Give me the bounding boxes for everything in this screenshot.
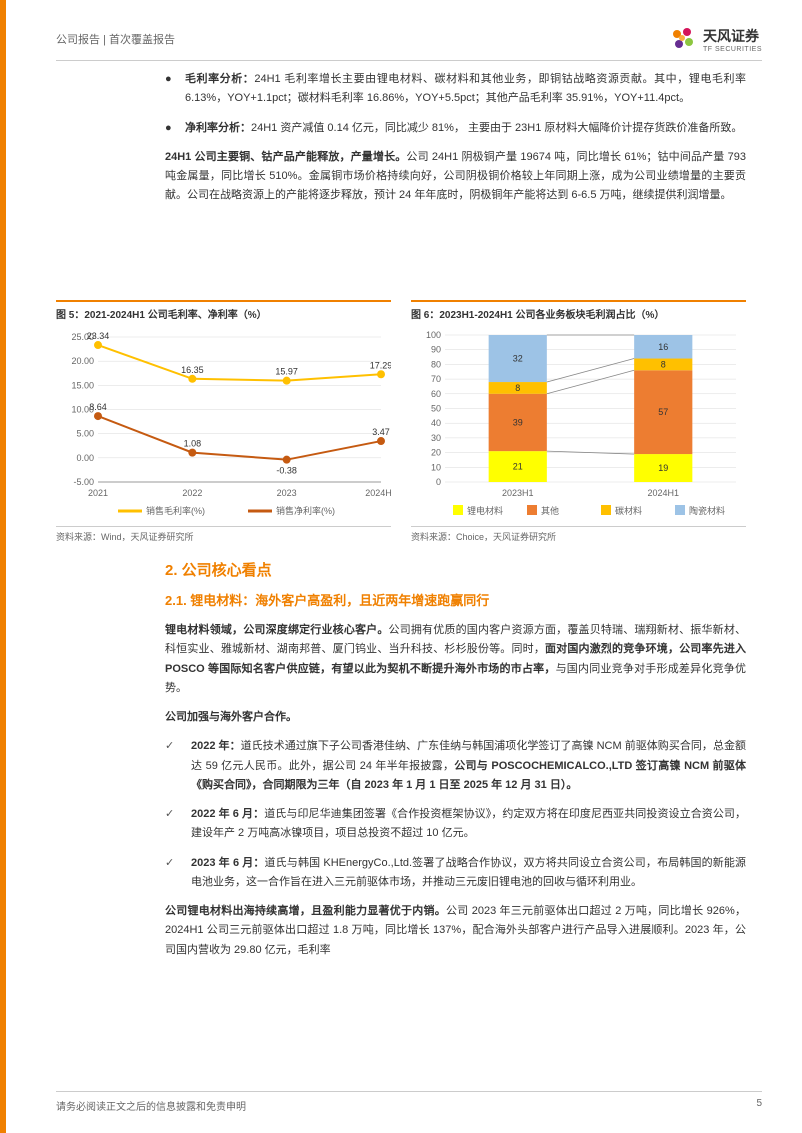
paragraph-binding: 锂电材料领域，公司深度绑定行业核心客户。公司拥有优质的国内客户资源方面，覆盖贝特… bbox=[165, 621, 746, 698]
top-content: ● 毛利率分析：24H1 毛利率增长主要由锂电材料、碳材料和其他业务，即铜钴战略… bbox=[165, 70, 746, 216]
svg-text:20: 20 bbox=[431, 448, 441, 458]
check-2022-06: ✓ 2022 年 6 月：道氏与印尼华迪集团签署《合作投资框架协议》，约定双方将… bbox=[165, 805, 746, 844]
company-logo: 天风证券 TF SECURITIES bbox=[667, 24, 762, 54]
section-2: 2. 公司核心看点 2.1. 锂电材料：海外客户高盈利，且近两年增速跑赢同行 锂… bbox=[165, 558, 746, 970]
svg-text:8.64: 8.64 bbox=[89, 402, 107, 412]
svg-text:10: 10 bbox=[431, 462, 441, 472]
paragraph-overseas: 公司加强与海外客户合作。 bbox=[165, 708, 746, 727]
chart5-area: -5.000.005.0010.0015.0020.0025.002021202… bbox=[56, 327, 391, 522]
check-icon: ✓ bbox=[165, 805, 191, 844]
svg-text:陶瓷材料: 陶瓷材料 bbox=[689, 505, 725, 516]
svg-text:-5.00: -5.00 bbox=[73, 477, 94, 487]
paragraph-capacity: 24H1 公司主要铜、钴产品产能释放，产量增长。公司 24H1 阴极铜产量 19… bbox=[165, 148, 746, 206]
svg-text:39: 39 bbox=[513, 417, 523, 427]
paragraph-export: 公司锂电材料出海持续高增，且盈利能力显著优于内销。公司 2023 年三元前驱体出… bbox=[165, 902, 746, 960]
svg-text:锂电材料: 锂电材料 bbox=[467, 505, 503, 516]
svg-text:15.97: 15.97 bbox=[275, 367, 298, 377]
svg-text:其他: 其他 bbox=[541, 505, 559, 516]
svg-text:57: 57 bbox=[658, 407, 668, 417]
svg-text:-0.38: -0.38 bbox=[276, 466, 297, 476]
chart6-area: 0 10 20 30 40 50 60 70 80 90 100 21 39 8 32 2023H1 19 57 8… bbox=[411, 327, 746, 522]
svg-text:16: 16 bbox=[658, 342, 668, 352]
page-number: 5 bbox=[756, 1098, 762, 1113]
svg-text:8: 8 bbox=[515, 383, 520, 393]
svg-text:0: 0 bbox=[436, 477, 441, 487]
svg-text:2024H1: 2024H1 bbox=[365, 488, 391, 498]
svg-text:80: 80 bbox=[431, 359, 441, 369]
page-footer: 请务必阅读正文之后的信息披露和免责申明 5 bbox=[56, 1091, 762, 1113]
check-icon: ✓ bbox=[165, 737, 191, 795]
header-breadcrumb: 公司报告 | 首次覆盖报告 bbox=[56, 31, 175, 47]
svg-text:2024H1: 2024H1 bbox=[647, 488, 679, 498]
svg-text:8: 8 bbox=[661, 359, 666, 369]
chart5-source: 资料来源：Wind，天风证券研究所 bbox=[56, 526, 391, 543]
svg-text:销售毛利率(%): 销售毛利率(%) bbox=[146, 505, 205, 516]
chart6-title: 图 6：2023H1-2024H1 公司各业务板块毛利润占比（%） bbox=[411, 300, 746, 321]
svg-text:100: 100 bbox=[426, 330, 441, 340]
bullet-body: 24H1 毛利率增长主要由锂电材料、碳材料和其他业务，即铜钴战略资源贡献。其中，… bbox=[185, 73, 746, 104]
svg-text:17.29: 17.29 bbox=[370, 360, 391, 370]
svg-text:2023: 2023 bbox=[277, 488, 297, 498]
svg-text:2021: 2021 bbox=[88, 488, 108, 498]
bullet-label: 净利率分析： bbox=[185, 122, 251, 134]
svg-text:2022: 2022 bbox=[182, 488, 202, 498]
bullet-body: 24H1 资产减值 0.14 亿元，同比减少 81%， 主要由于 23H1 原材… bbox=[251, 122, 742, 134]
bullet-dot-icon: ● bbox=[165, 70, 185, 109]
bullet-gross-margin: ● 毛利率分析：24H1 毛利率增长主要由锂电材料、碳材料和其他业务，即铜钴战略… bbox=[165, 70, 746, 109]
chart5-svg: -5.000.005.0010.0015.0020.0025.002021202… bbox=[56, 327, 391, 522]
footer-disclaimer: 请务必阅读正文之后的信息披露和免责申明 bbox=[56, 1098, 246, 1113]
svg-text:3.47: 3.47 bbox=[372, 427, 390, 437]
side-accent-bar bbox=[0, 0, 6, 1133]
bullet-label: 毛利率分析： bbox=[185, 73, 254, 85]
check-icon: ✓ bbox=[165, 854, 191, 893]
bullet-dot-icon: ● bbox=[165, 119, 185, 138]
svg-text:15.00: 15.00 bbox=[71, 380, 94, 390]
svg-text:销售净利率(%): 销售净利率(%) bbox=[276, 505, 335, 516]
svg-text:40: 40 bbox=[431, 418, 441, 428]
chart5-column: 图 5：2021-2024H1 公司毛利率、净利率（%） -5.00 0.00 5.… bbox=[56, 300, 391, 543]
logo-icon bbox=[667, 24, 697, 54]
svg-text:70: 70 bbox=[431, 374, 441, 384]
check-2023-06: ✓ 2023 年 6 月：道氏与韩国 KHEnergyCo.,Ltd.签署了战略… bbox=[165, 854, 746, 893]
heading-2-1: 2.1. 锂电材料：海外客户高盈利，且近两年增速跑赢同行 bbox=[165, 590, 746, 613]
svg-text:19: 19 bbox=[658, 463, 668, 473]
svg-text:16.35: 16.35 bbox=[181, 365, 204, 375]
svg-text:60: 60 bbox=[431, 389, 441, 399]
logo-text-en: TF SECURITIES bbox=[703, 46, 762, 53]
svg-text:30: 30 bbox=[431, 433, 441, 443]
chart6-column: 图 6：2023H1-2024H1 公司各业务板块毛利润占比（%） 0 10 20 3… bbox=[411, 300, 746, 543]
svg-text:21: 21 bbox=[513, 462, 523, 472]
svg-text:碳材料: 碳材料 bbox=[615, 505, 642, 516]
logo-text-cn: 天风证券 bbox=[703, 26, 762, 46]
svg-text:32: 32 bbox=[513, 354, 523, 364]
svg-text:20.00: 20.00 bbox=[71, 356, 94, 366]
chart6-source: 资料来源：Choice，天风证券研究所 bbox=[411, 526, 746, 543]
svg-text:90: 90 bbox=[431, 345, 441, 355]
check-2022: ✓ 2022 年：道氏技术通过旗下子公司香港佳纳、广东佳纳与韩国浦项化学签订了高… bbox=[165, 737, 746, 795]
svg-text:2023H1: 2023H1 bbox=[502, 488, 534, 498]
chart5-title: 图 5：2021-2024H1 公司毛利率、净利率（%） bbox=[56, 300, 391, 321]
bullet-net-margin: ● 净利率分析：24H1 资产减值 0.14 亿元，同比减少 81%， 主要由于… bbox=[165, 119, 746, 138]
svg-text:1.08: 1.08 bbox=[184, 439, 202, 449]
svg-text:5.00: 5.00 bbox=[76, 429, 94, 439]
page-header: 公司报告 | 首次覆盖报告 天风证券 TF SECURITIES bbox=[56, 24, 762, 61]
svg-text:0.00: 0.00 bbox=[76, 453, 94, 463]
charts-row: 图 5：2021-2024H1 公司毛利率、净利率（%） -5.00 0.00 5.… bbox=[56, 300, 746, 543]
chart6-svg: 0 10 20 30 40 50 60 70 80 90 100 21 39 8 32 2023H1 19 57 8… bbox=[411, 327, 746, 522]
svg-text:23.34: 23.34 bbox=[87, 331, 110, 341]
heading-2: 2. 公司核心看点 bbox=[165, 558, 746, 584]
svg-text:50: 50 bbox=[431, 404, 441, 414]
